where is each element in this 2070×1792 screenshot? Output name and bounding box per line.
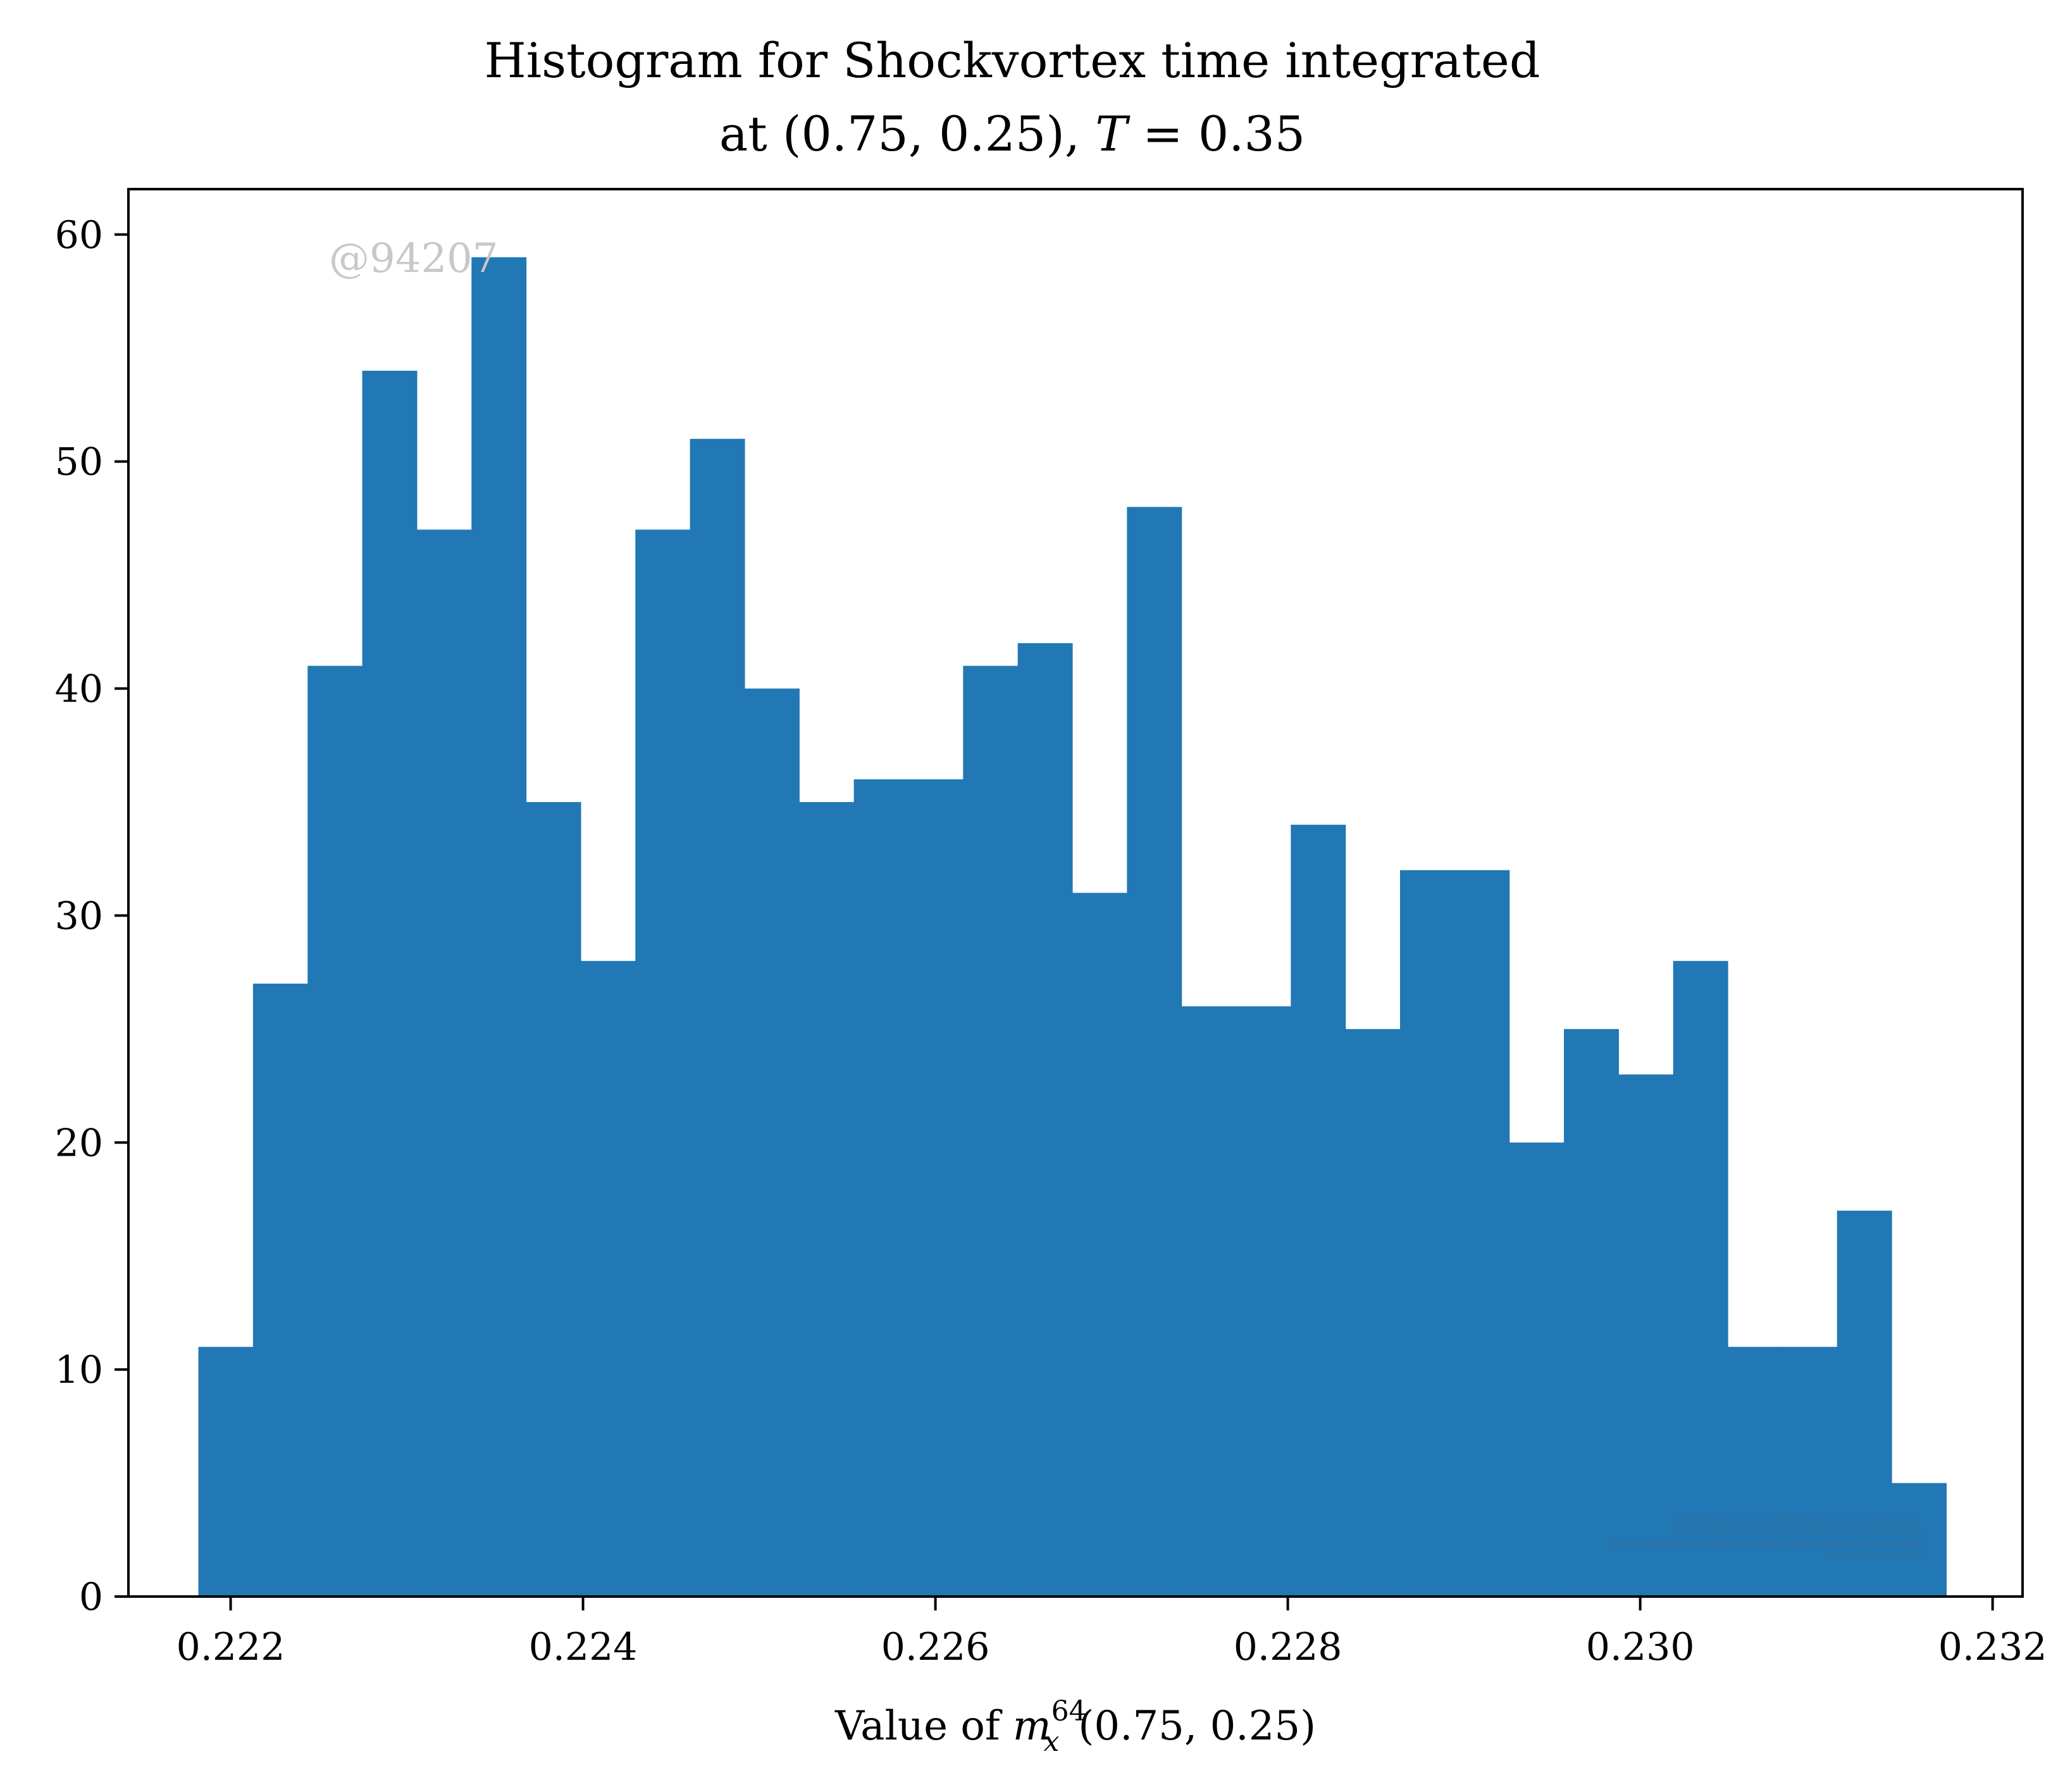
histogram-bar xyxy=(416,529,472,1597)
footnote-line: By Kjetil Olsen Lye @ ETHZ <kjetil.o.lye… xyxy=(1678,1516,1923,1526)
histogram-bar xyxy=(690,438,745,1597)
histogram-bar xyxy=(1892,1483,1947,1597)
histogram-bar xyxy=(1017,643,1073,1597)
y-tick-label: 40 xyxy=(55,667,103,712)
x-tick-label: 0.230 xyxy=(1586,1625,1695,1669)
footnote-text: By Kjetil Olsen Lye @ ETHZ <kjetil.o.lye… xyxy=(1608,1516,1924,1560)
histogram-bar xyxy=(1400,870,1455,1597)
x-axis-ticks: 0.222 0.224 0.226 0.228 0.230 0.232 xyxy=(177,1597,2047,1669)
footnote-line: Hostname: lo-a2-020 xyxy=(1830,1550,1923,1560)
watermark-text: @94207 xyxy=(329,235,499,282)
histogram-bar xyxy=(362,371,418,1597)
histogram-bar xyxy=(1291,824,1346,1597)
histogram-bar xyxy=(1345,1029,1401,1597)
histogram-bar xyxy=(1673,961,1728,1597)
histogram-bar xyxy=(963,665,1019,1597)
histogram-bar xyxy=(744,688,800,1597)
histogram-bar xyxy=(252,984,308,1597)
x-tick-label: 0.226 xyxy=(881,1625,990,1669)
histogram-bar xyxy=(198,1347,254,1597)
histogram-bar xyxy=(635,529,691,1597)
plot-frame xyxy=(127,188,2024,1598)
histogram-bar xyxy=(471,257,527,1597)
y-tick-label: 10 xyxy=(55,1348,103,1392)
histogram-bar xyxy=(799,801,855,1597)
histogram-bar xyxy=(1454,870,1510,1597)
y-tick-label: 60 xyxy=(55,213,103,257)
histogram-bar xyxy=(1728,1347,1783,1597)
histogram-bars xyxy=(198,257,1947,1597)
x-axis-label: Value of m64 x (0.75, 0.25) xyxy=(834,1695,1316,1758)
x-tick-label: 0.228 xyxy=(1234,1625,1342,1669)
histogram-bar xyxy=(1127,507,1182,1597)
chart-title-line1: Histogram for Shockvortex time integrate… xyxy=(485,32,1540,89)
histogram-bar xyxy=(908,779,964,1597)
y-tick-label: 0 xyxy=(79,1575,103,1619)
y-tick-label: 50 xyxy=(55,440,103,485)
histogram-bar xyxy=(1618,1074,1674,1597)
chart-title-line2: at (0.75, 0.25), T = 0.35 xyxy=(719,106,1305,162)
histogram-bar xyxy=(1236,1006,1291,1597)
footnote-line: Commit: 942074432c6b232b4594553547-7247f… xyxy=(1671,1527,1923,1537)
histogram-bar xyxy=(1509,1142,1565,1597)
histogram-bar xyxy=(580,961,636,1597)
histogram-bar xyxy=(1782,1347,1838,1597)
x-tick-label: 0.224 xyxy=(529,1625,638,1669)
histogram-bar xyxy=(1837,1210,1892,1597)
histogram-bar xyxy=(853,779,909,1597)
y-tick-label: 20 xyxy=(55,1121,103,1165)
histogram-bar xyxy=(1181,1006,1237,1597)
footnote-line: Repo: git@github.com:kjetil-lye/single_s… xyxy=(1608,1538,1924,1548)
y-tick-label: 30 xyxy=(55,894,103,938)
x-tick-label: 0.232 xyxy=(1938,1625,2047,1669)
histogram-bar xyxy=(307,665,363,1597)
histogram-bar xyxy=(1072,893,1127,1597)
y-axis-ticks: 0 10 20 30 40 50 60 xyxy=(55,213,128,1619)
histogram-bar xyxy=(1564,1029,1619,1597)
histogram-bar xyxy=(526,801,581,1597)
x-tick-label: 0.222 xyxy=(177,1625,285,1669)
